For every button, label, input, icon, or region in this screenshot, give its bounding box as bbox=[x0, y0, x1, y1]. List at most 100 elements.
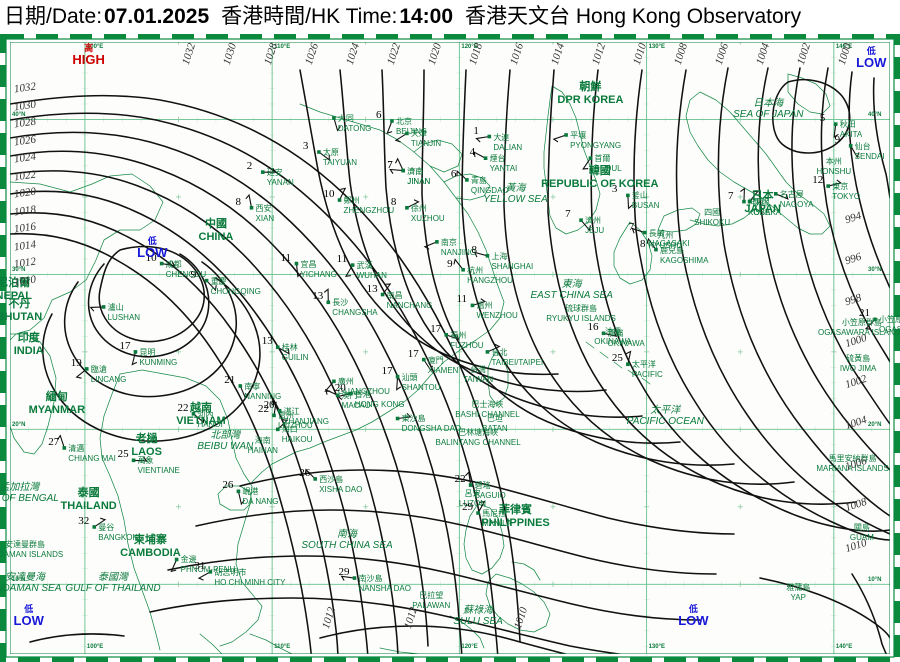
lon-tick-label: 110°E bbox=[274, 44, 291, 50]
station-marker bbox=[335, 393, 340, 398]
station-marker bbox=[133, 350, 138, 354]
wind-barb bbox=[603, 331, 618, 337]
wind-barb bbox=[475, 135, 490, 143]
station-marker bbox=[485, 254, 490, 258]
station-marker bbox=[833, 122, 838, 126]
wind-barb bbox=[477, 500, 486, 514]
pressure-centre-cn: 低 bbox=[866, 46, 876, 57]
station-marker bbox=[332, 116, 336, 120]
wind-barb bbox=[850, 145, 860, 159]
station-marker bbox=[626, 193, 630, 198]
pressure-centre-high: 高 HIGH bbox=[72, 43, 105, 68]
station-temperature: 25 bbox=[117, 448, 129, 461]
wind-barb bbox=[394, 157, 404, 171]
isobar-label: 1014 bbox=[13, 238, 37, 253]
station-marker bbox=[332, 379, 336, 384]
wind-barb bbox=[464, 471, 472, 486]
station-marker bbox=[421, 357, 426, 362]
wind-barb bbox=[749, 190, 759, 202]
time-value: 14:00 bbox=[399, 5, 454, 28]
station-temperature: 7 bbox=[387, 158, 393, 171]
chart-header: 日期/Date: 07.01.2025 香港時間/HK Time: 14:00 … bbox=[0, 0, 900, 34]
lon-tick-label: 140°E bbox=[835, 644, 853, 650]
station-temperature: 9 bbox=[834, 133, 841, 146]
station-marker bbox=[174, 557, 179, 562]
pressure-centre-cn: 高 bbox=[84, 43, 94, 54]
station-temperature: 27 bbox=[48, 435, 60, 448]
wind-barb bbox=[423, 359, 433, 372]
wind-barb bbox=[386, 120, 393, 135]
observatory-name: 香港天文台 Hong Kong Observatory bbox=[465, 5, 802, 28]
station-temperature: 22 bbox=[177, 401, 189, 414]
station-marker bbox=[275, 345, 280, 350]
lat-tick-label: 20°N bbox=[868, 422, 882, 429]
wind-barb bbox=[382, 283, 392, 295]
wind-barb bbox=[625, 350, 632, 365]
pressure-centre-en: LOW bbox=[856, 55, 887, 71]
station-marker bbox=[742, 199, 746, 204]
lon-tick-label: 100°E bbox=[86, 644, 104, 650]
wind-barb bbox=[580, 219, 591, 232]
station-marker bbox=[390, 119, 394, 123]
station-temperature: 7 bbox=[628, 220, 635, 233]
isobar-label: 1018 bbox=[13, 203, 37, 218]
wind-barbs bbox=[57, 117, 876, 581]
station-marker bbox=[208, 570, 213, 574]
station-marker bbox=[337, 198, 342, 202]
station-temperature: 11 bbox=[280, 251, 292, 264]
station-temperature: 16 bbox=[587, 321, 599, 334]
wind-barb bbox=[93, 517, 107, 528]
pressure-centre-en: HIGH bbox=[72, 52, 105, 68]
wind-barb bbox=[193, 413, 205, 424]
station-marker bbox=[238, 384, 243, 388]
station-temperature: 8 bbox=[471, 243, 477, 256]
wind-barb bbox=[237, 491, 245, 506]
wind-barb bbox=[325, 388, 338, 396]
station-temperature: 26 bbox=[299, 466, 311, 479]
pressure-centre-low: 低 LOW bbox=[678, 605, 708, 628]
station-temperature: 4 bbox=[469, 146, 476, 159]
wind-barb bbox=[446, 334, 460, 341]
station-temperature: 9 bbox=[190, 268, 197, 281]
station-marker bbox=[470, 303, 475, 308]
station-temperature: 17 bbox=[119, 339, 131, 352]
pressure-centre-en: LOW bbox=[137, 244, 168, 260]
station-marker bbox=[826, 184, 831, 188]
isobar-label: 1022 bbox=[13, 168, 37, 183]
wind-barb bbox=[833, 124, 839, 139]
wind-barb bbox=[161, 261, 176, 267]
lon-tick-label: 140°E bbox=[835, 44, 853, 50]
wind-barb bbox=[627, 195, 633, 210]
lon-tick-label: 120°E bbox=[461, 644, 478, 650]
chart-border bbox=[0, 34, 900, 662]
wind-barb bbox=[473, 251, 488, 258]
station-temperature: 13 bbox=[261, 335, 273, 348]
station-temperature: 10 bbox=[323, 188, 335, 201]
wind-barb bbox=[775, 193, 789, 200]
station-marker bbox=[773, 192, 778, 196]
station-marker bbox=[654, 247, 658, 252]
station-temperature: 20 bbox=[334, 381, 346, 394]
station-marker bbox=[405, 131, 409, 136]
station-marker bbox=[380, 292, 385, 297]
wind-barb bbox=[339, 187, 347, 201]
wind-barb bbox=[552, 134, 567, 143]
station-temperature: 8 bbox=[639, 237, 646, 250]
station-marker bbox=[747, 199, 752, 204]
station-temperature: 21 bbox=[224, 373, 236, 386]
station-marker bbox=[348, 391, 353, 396]
station-marker bbox=[401, 168, 405, 173]
station-marker bbox=[487, 134, 492, 139]
wind-barb bbox=[423, 241, 438, 250]
station-marker bbox=[642, 230, 647, 235]
station-marker bbox=[84, 367, 89, 371]
date-label: 日期/Date: bbox=[4, 5, 103, 28]
lon-tick-label: 130°E bbox=[648, 44, 666, 50]
station-marker bbox=[626, 362, 630, 367]
station-marker bbox=[579, 218, 583, 222]
wind-barb bbox=[472, 298, 487, 306]
cross-marks bbox=[82, 42, 837, 587]
wind-barb bbox=[864, 318, 876, 330]
station-temperature: 26 bbox=[222, 479, 234, 492]
station-marker bbox=[601, 331, 606, 336]
